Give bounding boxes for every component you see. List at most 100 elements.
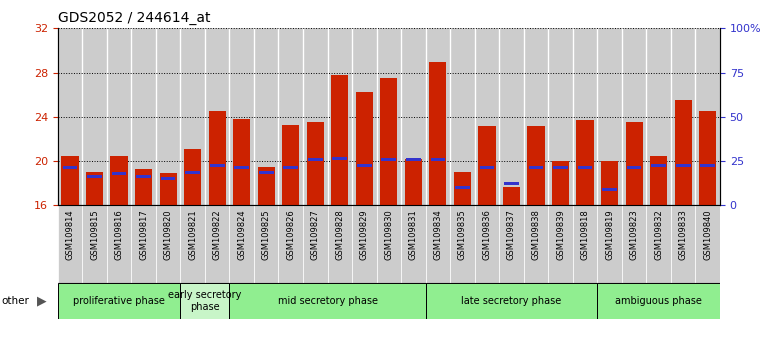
Bar bbox=[135, 169, 152, 205]
Bar bbox=[695, 205, 720, 283]
Bar bbox=[229, 205, 254, 283]
Bar bbox=[333, 157, 347, 160]
Text: GSM109833: GSM109833 bbox=[678, 209, 688, 260]
Text: GSM109837: GSM109837 bbox=[507, 209, 516, 260]
Bar bbox=[132, 205, 156, 283]
Bar bbox=[381, 158, 397, 161]
Bar bbox=[136, 175, 151, 178]
Bar bbox=[254, 28, 279, 205]
Text: GSM109817: GSM109817 bbox=[139, 209, 148, 260]
Bar bbox=[110, 155, 128, 205]
Text: GSM109838: GSM109838 bbox=[531, 209, 541, 260]
Bar bbox=[327, 28, 352, 205]
Text: GSM109834: GSM109834 bbox=[434, 209, 443, 260]
Bar bbox=[254, 205, 279, 283]
Bar bbox=[180, 283, 229, 319]
Bar bbox=[548, 205, 573, 283]
Bar bbox=[426, 205, 450, 283]
Bar bbox=[622, 28, 646, 205]
Bar bbox=[529, 166, 544, 169]
Bar bbox=[455, 185, 470, 189]
Text: GSM109831: GSM109831 bbox=[409, 209, 418, 260]
Text: GSM109818: GSM109818 bbox=[581, 209, 590, 260]
Text: proliferative phase: proliferative phase bbox=[73, 296, 165, 306]
Bar bbox=[401, 205, 426, 283]
Text: ▶: ▶ bbox=[37, 295, 46, 307]
Bar bbox=[159, 173, 176, 205]
Bar bbox=[377, 28, 401, 205]
Bar bbox=[229, 283, 426, 319]
Bar bbox=[205, 205, 229, 283]
Bar bbox=[327, 205, 352, 283]
Bar bbox=[524, 28, 548, 205]
Text: GSM109826: GSM109826 bbox=[286, 209, 295, 260]
Bar bbox=[405, 159, 422, 205]
Text: GSM109832: GSM109832 bbox=[654, 209, 663, 260]
Bar bbox=[573, 205, 598, 283]
Text: GSM109819: GSM109819 bbox=[605, 209, 614, 260]
Bar bbox=[671, 205, 695, 283]
Bar bbox=[553, 166, 568, 169]
Bar bbox=[209, 111, 226, 205]
Bar bbox=[58, 283, 180, 319]
Bar bbox=[675, 100, 691, 205]
Bar bbox=[430, 62, 447, 205]
Bar bbox=[478, 126, 496, 205]
Bar bbox=[132, 28, 156, 205]
Bar bbox=[454, 172, 471, 205]
Text: GSM109816: GSM109816 bbox=[115, 209, 123, 260]
Bar bbox=[450, 205, 474, 283]
Text: GSM109823: GSM109823 bbox=[630, 209, 638, 260]
Text: GSM109822: GSM109822 bbox=[213, 209, 222, 260]
Text: GSM109830: GSM109830 bbox=[384, 209, 393, 260]
Text: GSM109820: GSM109820 bbox=[163, 209, 172, 260]
Bar bbox=[331, 75, 348, 205]
Bar bbox=[161, 177, 176, 180]
Text: GSM109839: GSM109839 bbox=[556, 209, 565, 260]
Bar bbox=[499, 28, 524, 205]
Bar bbox=[107, 205, 132, 283]
Bar bbox=[377, 205, 401, 283]
Bar bbox=[112, 172, 126, 176]
Bar bbox=[450, 28, 474, 205]
Text: GSM109840: GSM109840 bbox=[703, 209, 712, 260]
Bar bbox=[601, 161, 618, 205]
Bar bbox=[62, 166, 77, 169]
Text: late secretory phase: late secretory phase bbox=[461, 296, 561, 306]
Text: GSM109825: GSM109825 bbox=[262, 209, 271, 260]
Bar bbox=[627, 166, 641, 169]
Bar bbox=[184, 149, 201, 205]
Bar bbox=[430, 158, 445, 161]
Bar bbox=[622, 205, 646, 283]
Bar bbox=[306, 122, 324, 205]
Text: GSM109835: GSM109835 bbox=[458, 209, 467, 260]
Bar bbox=[406, 158, 420, 161]
Bar bbox=[527, 126, 544, 205]
Bar bbox=[303, 28, 327, 205]
Bar bbox=[573, 28, 598, 205]
Bar bbox=[504, 182, 519, 185]
Text: GSM109815: GSM109815 bbox=[90, 209, 99, 260]
Bar bbox=[180, 205, 205, 283]
Bar bbox=[180, 28, 205, 205]
Text: mid secretory phase: mid secretory phase bbox=[277, 296, 377, 306]
Bar bbox=[352, 205, 377, 283]
Text: GSM109824: GSM109824 bbox=[237, 209, 246, 260]
Text: early secretory
phase: early secretory phase bbox=[168, 290, 242, 312]
Bar bbox=[671, 28, 695, 205]
Bar bbox=[577, 120, 594, 205]
Text: GDS2052 / 244614_at: GDS2052 / 244614_at bbox=[58, 11, 210, 25]
Bar bbox=[552, 161, 569, 205]
Bar bbox=[701, 164, 715, 167]
Bar bbox=[548, 28, 573, 205]
Bar bbox=[58, 28, 82, 205]
Text: GSM109828: GSM109828 bbox=[335, 209, 344, 260]
Bar bbox=[205, 28, 229, 205]
Bar bbox=[499, 205, 524, 283]
Bar bbox=[480, 166, 494, 169]
Bar bbox=[234, 166, 249, 169]
Bar bbox=[357, 164, 372, 167]
Bar bbox=[646, 205, 671, 283]
Bar bbox=[283, 166, 298, 169]
Bar bbox=[598, 205, 622, 283]
